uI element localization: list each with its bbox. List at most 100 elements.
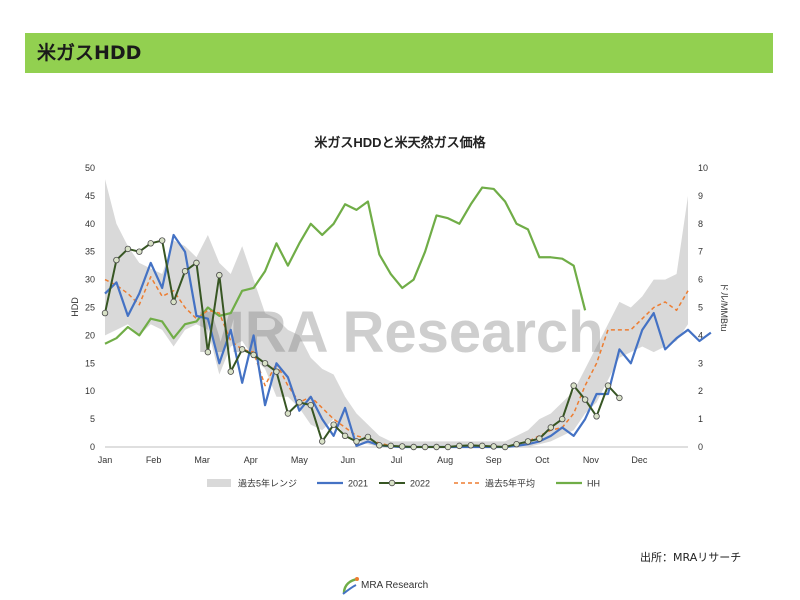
series-2022-point bbox=[376, 442, 383, 449]
series-2022-point bbox=[341, 432, 349, 440]
series-2022-point bbox=[307, 401, 314, 409]
series-2022-point bbox=[456, 442, 463, 450]
series-2022-point bbox=[444, 443, 452, 451]
x-tick-label: Sep bbox=[486, 455, 502, 465]
y2-tick-label: 3 bbox=[698, 358, 703, 368]
series-2022-point bbox=[421, 443, 429, 451]
y2-tick-label: 7 bbox=[698, 247, 703, 257]
series-2022-point bbox=[147, 240, 154, 247]
range-band bbox=[105, 179, 688, 447]
series-2022-point bbox=[113, 256, 120, 264]
legend-label: HH bbox=[587, 479, 600, 489]
legend-swatch-range bbox=[207, 479, 231, 487]
y-tick-label: 50 bbox=[85, 163, 95, 173]
y2-tick-label: 1 bbox=[698, 414, 703, 424]
series-2022-point bbox=[136, 248, 143, 255]
x-tick-label: Dec bbox=[631, 455, 648, 465]
legend-label: 過去5年平均 bbox=[485, 478, 535, 489]
header-title: 米ガスHDD bbox=[37, 42, 142, 64]
footer-logo: MRA Research bbox=[340, 575, 470, 597]
series-2022-point bbox=[593, 413, 600, 420]
y-tick-label: 30 bbox=[85, 275, 95, 285]
series-2022-point bbox=[547, 424, 555, 431]
y-tick-label: 35 bbox=[85, 247, 95, 257]
series-hh-line bbox=[104, 186, 587, 345]
y-tick-label: 45 bbox=[85, 191, 95, 201]
header-bar: 米ガスHDD bbox=[25, 33, 773, 73]
y-tick-label: 5 bbox=[90, 414, 95, 424]
series-2022-point bbox=[318, 438, 326, 445]
series-2022-point bbox=[387, 442, 394, 450]
series-2022-point bbox=[524, 438, 532, 445]
series-2022-point bbox=[158, 237, 166, 244]
y-tick-label: 25 bbox=[85, 303, 95, 313]
y-tick-label: 15 bbox=[85, 358, 95, 368]
y-axis-title: HDD bbox=[70, 297, 80, 317]
series-2022-point bbox=[261, 360, 269, 367]
x-tick-label: May bbox=[291, 455, 309, 465]
y2-tick-label: 6 bbox=[698, 275, 703, 285]
series-2022-point bbox=[501, 443, 509, 451]
series-2022-point bbox=[227, 368, 234, 375]
series-2022-point bbox=[513, 441, 520, 448]
legend-label: 2022 bbox=[410, 479, 430, 489]
y-tick-label: 0 bbox=[90, 442, 95, 452]
legend-marker-2022 bbox=[388, 479, 396, 487]
series-2022-point bbox=[296, 399, 303, 406]
logo-text: MRA Research bbox=[361, 580, 429, 591]
y-tick-label: 10 bbox=[85, 386, 95, 396]
y2-tick-label: 5 bbox=[698, 303, 703, 313]
series-2022-line bbox=[104, 239, 621, 448]
series-2022-point bbox=[559, 415, 566, 423]
y2-tick-label: 4 bbox=[698, 330, 703, 340]
series-2022-point bbox=[284, 410, 292, 417]
y2-tick-label: 8 bbox=[698, 219, 703, 229]
x-tick-label: Jul bbox=[391, 455, 403, 465]
series-2022-point bbox=[581, 396, 589, 403]
legend-label: 2021 bbox=[348, 479, 368, 489]
series-2022-point bbox=[467, 442, 475, 449]
x-tick-label: Aug bbox=[437, 455, 453, 465]
watermark: MRA Research bbox=[196, 300, 603, 365]
series-2022-point bbox=[616, 394, 623, 402]
x-tick-label: Jun bbox=[341, 455, 356, 465]
y2-tick-label: 10 bbox=[698, 163, 708, 173]
source-note: 出所：MRAリサーチ bbox=[640, 551, 742, 564]
series-2022-point bbox=[364, 433, 372, 441]
series-2022-point bbox=[250, 351, 257, 359]
series-2022-point bbox=[399, 443, 406, 450]
x-tick-label: Feb bbox=[146, 455, 162, 465]
series-2022-point bbox=[604, 382, 612, 389]
x-tick-label: Oct bbox=[535, 455, 550, 465]
series-2022-point bbox=[216, 271, 223, 279]
y2-tick-label: 9 bbox=[698, 191, 703, 201]
y2-axis-title: ドル/MMBtu bbox=[719, 282, 729, 331]
series-2022-point bbox=[273, 368, 280, 375]
series-2022-point bbox=[410, 443, 417, 451]
y2-tick-label: 2 bbox=[698, 386, 703, 396]
chart-title: 米ガスHDDと米天然ガス価格 bbox=[314, 135, 486, 150]
legend-label: 過去5年レンジ bbox=[238, 478, 297, 489]
series-2022-point bbox=[570, 382, 577, 389]
logo-icon bbox=[342, 577, 359, 595]
series-2022-point bbox=[330, 421, 337, 428]
x-tick-label: Mar bbox=[194, 455, 210, 465]
x-tick-label: Apr bbox=[244, 455, 258, 465]
y2-tick-label: 0 bbox=[698, 442, 703, 452]
y-tick-label: 40 bbox=[85, 219, 95, 229]
series-2022-point bbox=[170, 298, 177, 306]
x-tick-label: Jan bbox=[98, 455, 113, 465]
series-2022-point bbox=[536, 435, 543, 442]
series-2022-point bbox=[490, 443, 497, 450]
series-2022-point bbox=[353, 438, 360, 445]
series-2022-point bbox=[101, 309, 109, 317]
series-2022-point bbox=[193, 259, 200, 267]
series-2022-point bbox=[124, 245, 132, 253]
series-2022-point bbox=[181, 268, 189, 275]
y-tick-label: 20 bbox=[85, 330, 95, 340]
series-2022-point bbox=[204, 348, 212, 356]
series-2022-point bbox=[433, 443, 440, 451]
series-2022-point bbox=[238, 346, 246, 353]
series-2022-point bbox=[479, 442, 486, 450]
